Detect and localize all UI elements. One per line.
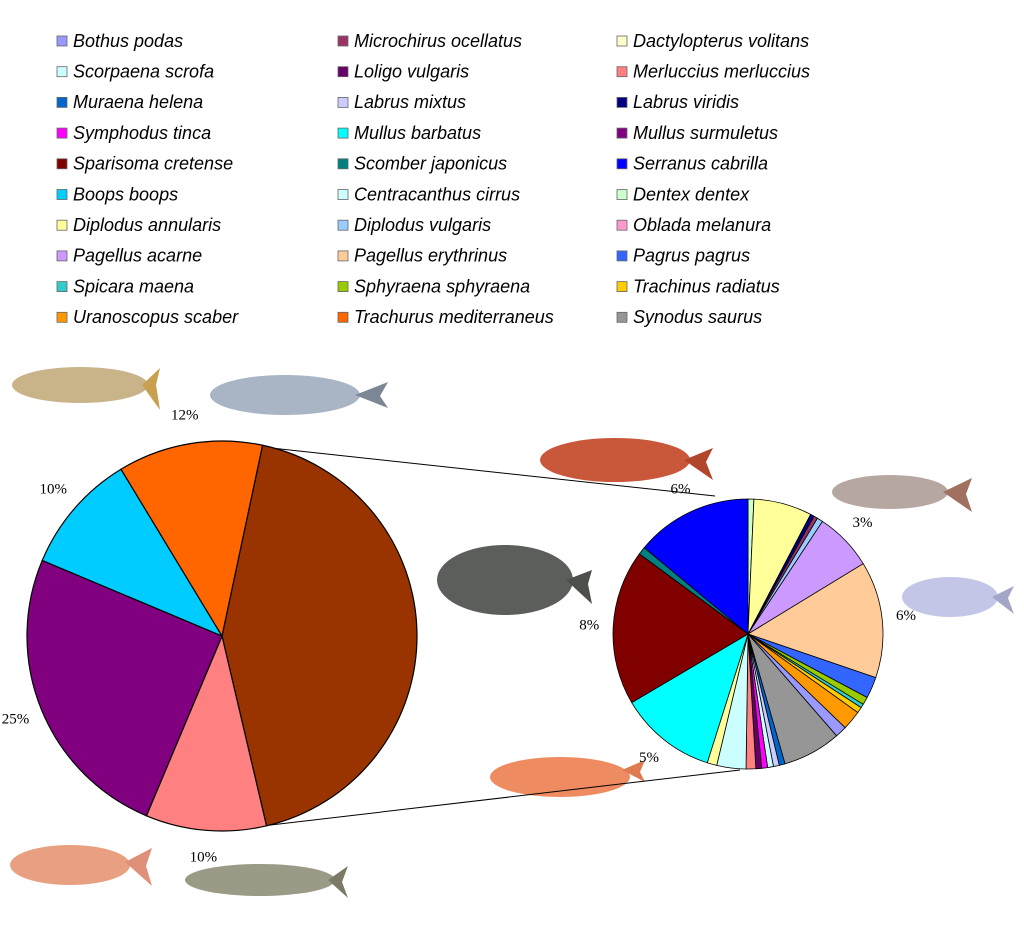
legend-swatch: [337, 97, 349, 108]
legend-swatch: [616, 311, 628, 323]
legend-label: Centracanthus cirrus: [354, 184, 520, 204]
slice-label: 25%: [2, 712, 30, 728]
legend-label: Mullus surmuletus: [633, 123, 778, 143]
legend-label: Microchirus ocellatus: [354, 31, 522, 51]
pie-slice: [120, 440, 264, 638]
fish-pictures: [10, 367, 1014, 898]
legend-swatch: [616, 281, 628, 293]
pie-slice: [747, 563, 884, 679]
legend-swatch: [616, 158, 628, 170]
slice-label: 5%: [639, 750, 659, 766]
legend-swatch: [337, 189, 349, 200]
slice-label: 10%: [190, 850, 218, 866]
legend-swatch: [56, 311, 68, 323]
legend-label: Pagellus acarne: [73, 246, 202, 266]
legend-swatch: [337, 127, 349, 139]
pie-slice: [612, 553, 749, 704]
legend-label: Labrus mixtus: [354, 92, 466, 112]
zoom-lines: [261, 446, 741, 827]
legend-swatch: [56, 281, 68, 293]
legend-label: Spicara maena: [73, 276, 194, 296]
legend-swatch: [56, 219, 68, 231]
legend-swatch: [337, 66, 349, 78]
slice-label: 6%: [671, 481, 691, 497]
legend-swatch: [56, 158, 68, 170]
legend-label: Pagrus pagrus: [633, 246, 750, 266]
legend-swatch: [56, 127, 68, 139]
legend-label: Dactylopterus volitans: [633, 31, 809, 51]
legend-swatch: [56, 97, 68, 108]
legend-label: Labrus viridis: [633, 92, 739, 112]
pie-slice: [631, 633, 749, 764]
legend-label: Synodus saurus: [633, 307, 762, 327]
legend-swatch: [616, 127, 628, 139]
legend-swatch: [56, 189, 68, 200]
slice-label: 3%: [852, 515, 872, 531]
slice-label: 10%: [39, 482, 67, 498]
legend-swatch: [616, 35, 628, 47]
legend-swatch: [337, 219, 349, 231]
pie-slice: [26, 559, 223, 817]
legend-swatch: [337, 250, 349, 262]
legend-label: Serranus cabrilla: [633, 154, 768, 174]
legend-label: Pagellus erythrinus: [354, 246, 507, 266]
legend-label: Merluccius merluccius: [633, 61, 810, 81]
legend-label: Symphodus tinca: [73, 123, 211, 143]
legend-label: Diplodus annularis: [73, 215, 221, 235]
slice-label: 6%: [896, 608, 916, 624]
legend-label: Dentex dentex: [633, 184, 750, 204]
slice-label: 12%: [171, 408, 199, 424]
pie-slice: [145, 634, 268, 832]
legend-swatch: [337, 158, 349, 170]
slice-label: 8%: [579, 617, 599, 633]
legend-label: Scomber japonicus: [354, 154, 507, 174]
legend-label: Bothus podas: [73, 31, 183, 51]
legend-swatch: [616, 250, 628, 262]
legend-label: Mullus barbatus: [354, 123, 481, 143]
legend-label: Uranoscopus scaber: [73, 307, 239, 327]
legend-label: Trachinus radiatus: [633, 276, 780, 296]
pie-slice: [41, 468, 224, 638]
legend-label: Boops boops: [73, 184, 178, 204]
legend-label: Sphyraena sphyraena: [354, 276, 530, 296]
legend-label: Loligo vulgaris: [354, 61, 469, 81]
legend-label: Muraena helena: [73, 92, 203, 112]
legend-swatch: [337, 281, 349, 293]
legend-swatch: [616, 66, 628, 78]
pie-slice: [221, 444, 418, 827]
legend-label: Oblada melanura: [633, 215, 771, 235]
legend-label: Scorpaena scrofa: [73, 61, 214, 81]
legend-swatch: [337, 311, 349, 323]
legend-swatch: [616, 97, 628, 108]
legend-swatch: [337, 35, 349, 47]
legend-label: Sparisoma cretense: [73, 154, 233, 174]
legend-swatch: [616, 189, 628, 200]
legend-swatch: [56, 250, 68, 262]
legend-swatch: [56, 35, 68, 47]
legend-swatch: [616, 219, 628, 231]
legend-label: Diplodus vulgaris: [354, 215, 491, 235]
legend-swatch: [56, 66, 68, 78]
pie-slice: [643, 498, 749, 635]
legend-label: Trachurus mediterraneus: [354, 307, 554, 327]
